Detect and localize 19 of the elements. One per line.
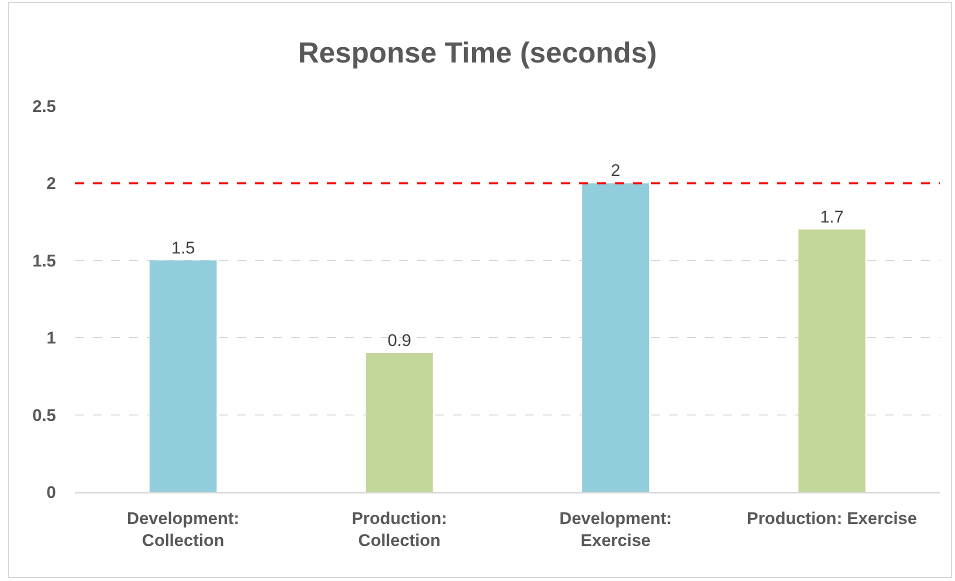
y-tick-label: 1.5 — [32, 251, 56, 270]
y-tick-label: 1 — [46, 328, 56, 348]
x-tick-label: Production: Exercise — [746, 508, 917, 528]
y-tick-label: 2 — [46, 174, 56, 194]
y-tick-label: 0 — [46, 482, 56, 502]
data-label: 2 — [610, 161, 620, 180]
bar — [150, 260, 217, 492]
x-tick-label: Development: Collection — [126, 508, 240, 550]
data-label: 1.5 — [171, 238, 195, 258]
chart-title: Response Time (seconds) — [298, 37, 657, 70]
y-tick-label: 2.5 — [32, 96, 56, 116]
x-tick-label: Development: Exercise — [559, 508, 672, 550]
data-label: 0.9 — [388, 331, 412, 350]
data-label: 1.7 — [820, 208, 844, 227]
y-tick-label: 0.5 — [32, 406, 56, 425]
x-tick-label: Production: Collection — [352, 508, 448, 550]
bar — [798, 230, 866, 492]
bar — [366, 353, 433, 492]
bar — [582, 183, 650, 492]
